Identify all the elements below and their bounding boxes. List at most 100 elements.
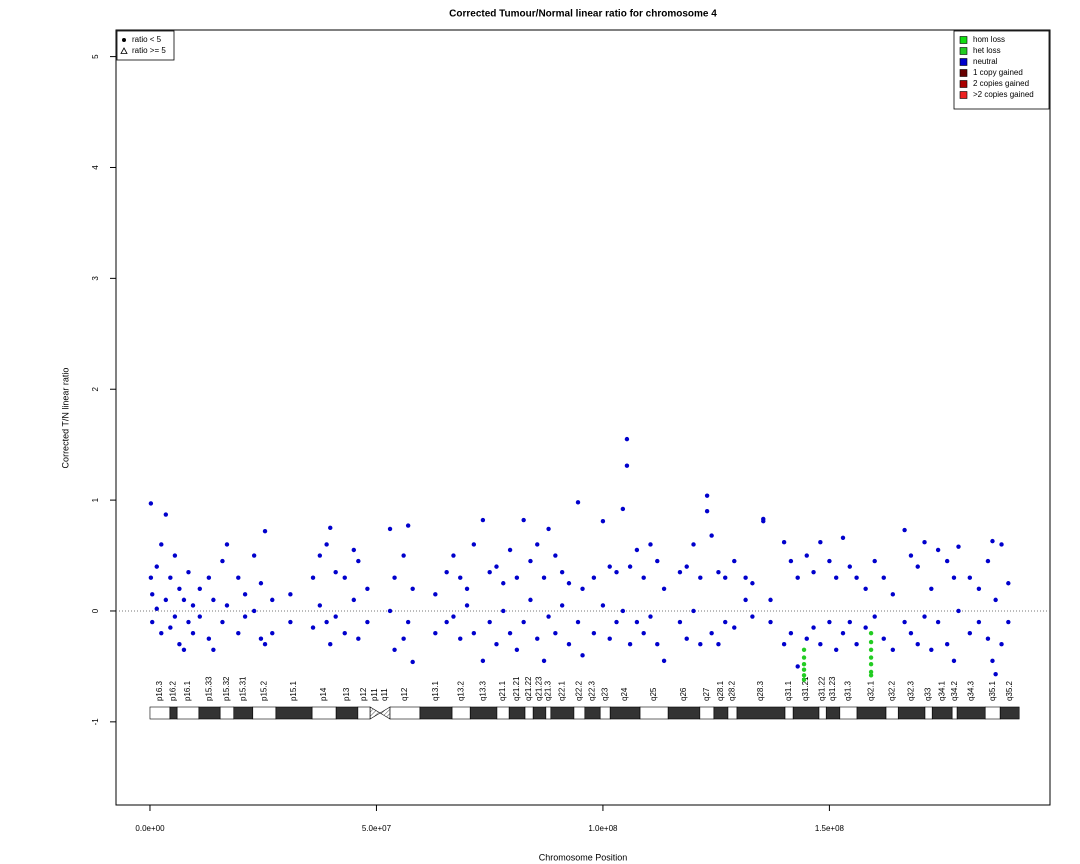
data-point (480, 658, 486, 664)
band-shape (699, 706, 715, 720)
band-label: q31.1 (784, 680, 793, 701)
data-point (591, 630, 597, 636)
data-point (251, 553, 257, 558)
data-point (655, 558, 660, 564)
data-point (190, 630, 196, 636)
band-shape (252, 706, 277, 720)
data-point (546, 614, 551, 619)
data-point (575, 619, 581, 625)
band-label: q35.1 (988, 680, 997, 701)
band-label: q11 (380, 688, 389, 701)
data-point (840, 535, 846, 540)
data-point (614, 619, 619, 625)
data-point (691, 608, 696, 614)
band-shape (792, 706, 820, 720)
data-point (580, 653, 585, 658)
band-label: q13.2 (456, 680, 465, 701)
data-point (804, 636, 809, 641)
data-point (801, 647, 807, 652)
data-point (190, 603, 196, 608)
band-label: q22.2 (574, 680, 583, 701)
x-tick-label: 1.5e+08 (815, 824, 845, 833)
data-point (351, 597, 357, 603)
legend-label: neutral (973, 57, 998, 66)
data-point (177, 586, 182, 591)
data-point (288, 619, 293, 625)
data-point (387, 526, 393, 532)
data-point (761, 518, 766, 524)
data-point (868, 669, 874, 675)
data-point (847, 619, 852, 625)
data-point (698, 575, 703, 580)
data-point (262, 642, 268, 647)
data-point (872, 614, 877, 619)
band-shape (496, 706, 510, 720)
band-label: q24 (620, 687, 629, 701)
data-point (328, 525, 333, 531)
data-point (401, 553, 406, 558)
data-point (863, 625, 868, 630)
data-point (648, 542, 653, 547)
band-shape (713, 706, 729, 720)
data-point (624, 463, 630, 468)
data-point (854, 642, 859, 647)
data-point (999, 642, 1004, 647)
data-point (163, 512, 169, 517)
data-point (661, 586, 667, 591)
band-shape (825, 706, 841, 720)
chromosome-band: q13.1 (419, 680, 453, 720)
data-point (541, 575, 547, 580)
data-point (834, 575, 839, 580)
band-label: q21.3 (543, 680, 552, 701)
data-point (902, 619, 907, 625)
plot-frame (115, 29, 1051, 806)
data-point (487, 569, 492, 575)
y-tick-label: 5 (91, 54, 100, 59)
chromosome-band: q31.1 (784, 680, 794, 720)
band-shape (357, 706, 371, 720)
data-point (976, 586, 982, 591)
band-shape (599, 706, 611, 720)
band-label: q21.22 (524, 676, 533, 701)
data-point (993, 597, 998, 603)
data-point (401, 636, 406, 641)
data-point (956, 544, 961, 549)
data-point (990, 538, 995, 544)
data-point (976, 619, 982, 625)
data-point (620, 608, 626, 614)
shape-legend: ratio < 5 ratio >= 5 (116, 30, 175, 61)
data-point (648, 614, 653, 619)
data-point (444, 619, 449, 625)
data-point (480, 517, 486, 523)
data-point (242, 592, 248, 597)
data-point (944, 558, 950, 564)
data-point (270, 630, 275, 636)
data-point (392, 575, 397, 580)
data-point (471, 630, 477, 636)
data-point (922, 540, 927, 545)
data-point (781, 642, 787, 647)
data-point (818, 642, 823, 647)
band-shape (532, 706, 547, 720)
data-point (451, 553, 456, 558)
data-point (868, 655, 874, 660)
data-point (709, 533, 714, 538)
band-shape (508, 706, 526, 720)
legend-swatch (959, 36, 968, 44)
data-point (743, 575, 748, 580)
data-point (471, 542, 477, 547)
band-label: p12 (359, 687, 368, 701)
data-point (698, 642, 703, 647)
band-shape (149, 706, 171, 720)
data-point (317, 603, 323, 608)
data-point (614, 569, 619, 575)
data-point (868, 630, 874, 636)
data-point (487, 619, 492, 625)
band-label: q32.3 (907, 680, 916, 701)
data-point (591, 575, 597, 580)
y-axis-label: Corrected T/N linear ratio (60, 368, 70, 469)
data-point (242, 614, 248, 619)
legend-label: het loss (973, 46, 1001, 55)
data-point (514, 647, 520, 652)
data-point (951, 658, 957, 664)
